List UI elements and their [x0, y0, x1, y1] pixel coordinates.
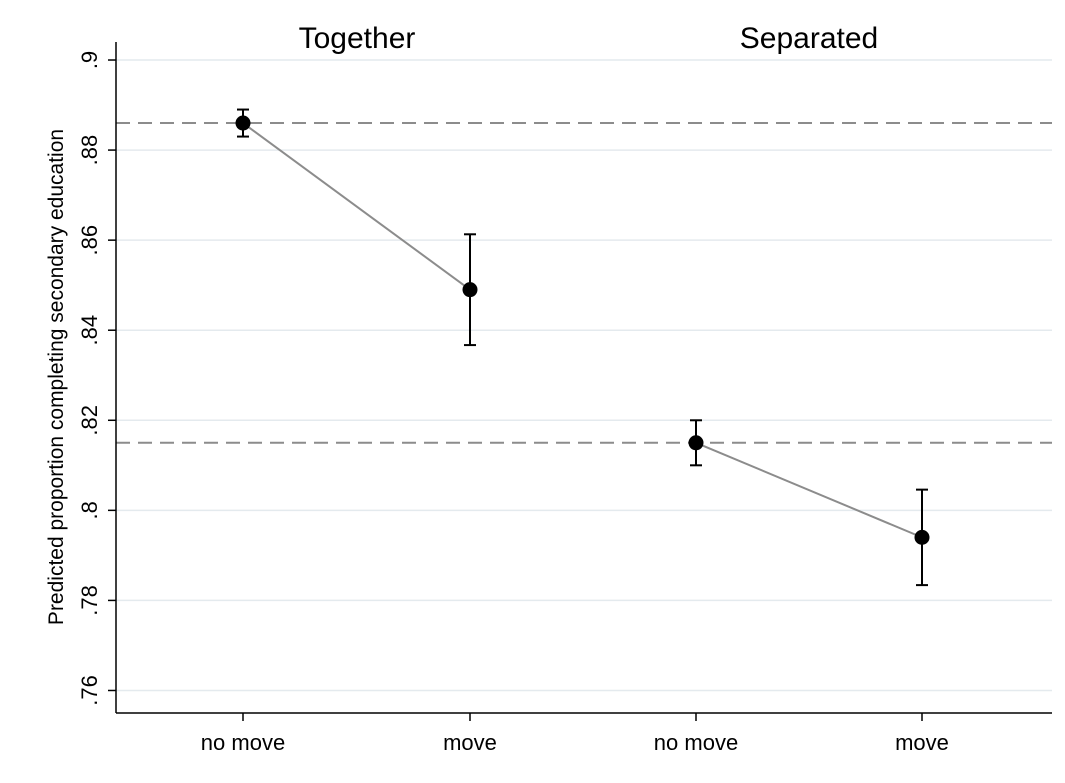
x-tick-label-separated-move: move — [895, 730, 949, 755]
x-tick-label-together-no-move: no move — [201, 730, 285, 755]
y-tick-label-2: .8 — [77, 501, 102, 519]
panel-title-separated: Separated — [740, 22, 878, 55]
point-separated-no-move — [688, 435, 704, 451]
gridlines — [116, 59, 1052, 692]
connector-lines — [242, 122, 923, 539]
y-tick-label-6: .88 — [77, 135, 102, 166]
error-bars — [237, 108, 928, 587]
y-tick-label-7: .9 — [77, 51, 102, 69]
connector-separated — [695, 441, 923, 539]
x-tick-label-separated-no-move: no move — [654, 730, 738, 755]
y-tick-label-4: .84 — [77, 315, 102, 346]
connector-together — [242, 122, 471, 291]
y-axis-title: Predicted proportion completing secondar… — [45, 129, 68, 625]
y-tick-label-3: .82 — [77, 405, 102, 436]
y-tick-label-5: .86 — [77, 225, 102, 256]
x-tick-label-together-move: move — [443, 730, 497, 755]
reference-lines — [116, 122, 1052, 444]
y-tick-label-0: .76 — [77, 675, 102, 706]
data-points — [235, 115, 930, 545]
axes: .76 .78 .8 .82 .84 .86 .88 .9 no move move no move… — [77, 42, 1052, 755]
point-separated-move — [914, 529, 930, 545]
labels: Predicted proportion completing secondar… — [45, 22, 878, 625]
point-together-no-move — [235, 115, 251, 131]
point-together-move — [462, 282, 478, 298]
y-tick-label-1: .78 — [77, 585, 102, 616]
panel-title-together: Together — [299, 22, 416, 55]
